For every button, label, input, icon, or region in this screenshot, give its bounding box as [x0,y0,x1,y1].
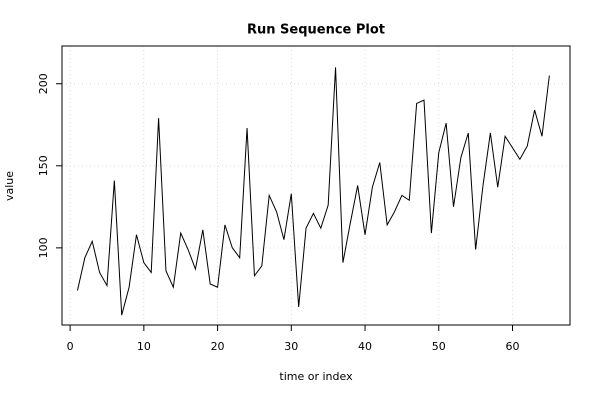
x-tick-label: 0 [67,340,74,353]
plot-frame [61,45,571,326]
data-line [76,67,550,316]
x-tick-label: 50 [432,340,446,353]
y-tick-label: 200 [37,73,50,94]
x-axis-title: time or index [279,370,353,383]
y-tick-label: 100 [37,237,50,258]
x-tick-label: 20 [211,340,225,353]
x-tick-label: 10 [137,340,151,353]
x-tick-label: 60 [505,340,519,353]
y-tick-label: 150 [37,155,50,176]
chart-title: Run Sequence Plot [247,23,385,38]
x-tick-label: 30 [284,340,298,353]
x-tick-label: 40 [358,340,372,353]
y-axis-title: value [3,171,16,201]
